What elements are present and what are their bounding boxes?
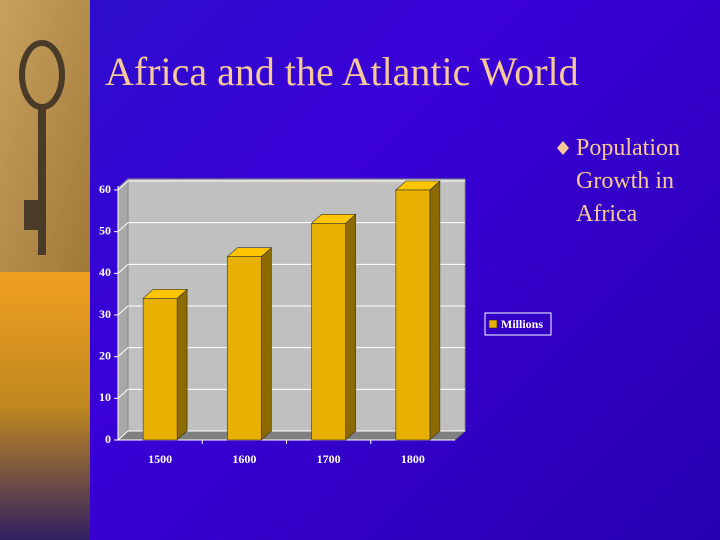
y-tick-label: 0 <box>105 432 111 446</box>
bullet-text: Population Growth in Africa <box>576 135 681 227</box>
y-tick-label: 30 <box>99 307 111 321</box>
y-tick-label: 10 <box>99 390 111 404</box>
y-tick-label: 60 <box>99 182 111 196</box>
x-tick-label: 1600 <box>232 452 256 466</box>
legend-box <box>484 312 552 336</box>
legend-swatch <box>488 319 498 329</box>
slide-title: Africa and the Atlantic World <box>105 49 579 94</box>
bar-side <box>345 213 356 441</box>
bar-side <box>429 180 441 441</box>
side-strip <box>0 0 90 540</box>
side-wall <box>117 177 129 442</box>
bar <box>395 189 431 441</box>
x-tick-label: 1500 <box>148 452 172 466</box>
bar <box>142 298 178 441</box>
y-tick-label: 50 <box>99 223 111 237</box>
bar-side <box>261 246 272 441</box>
bar <box>227 256 262 441</box>
strip-gradient <box>0 272 90 540</box>
x-tick-label: 1700 <box>317 452 341 466</box>
bar-side <box>176 288 188 441</box>
y-tick-label: 20 <box>99 348 111 362</box>
key-shaft <box>38 105 46 255</box>
bar <box>311 223 346 441</box>
grid-line <box>117 180 465 191</box>
bullet-diamond <box>557 141 569 155</box>
legend-label: Millions <box>501 317 543 331</box>
x-tick-label: 1800 <box>401 452 425 466</box>
y-tick-label: 40 <box>99 265 111 279</box>
key-bit <box>24 200 40 230</box>
